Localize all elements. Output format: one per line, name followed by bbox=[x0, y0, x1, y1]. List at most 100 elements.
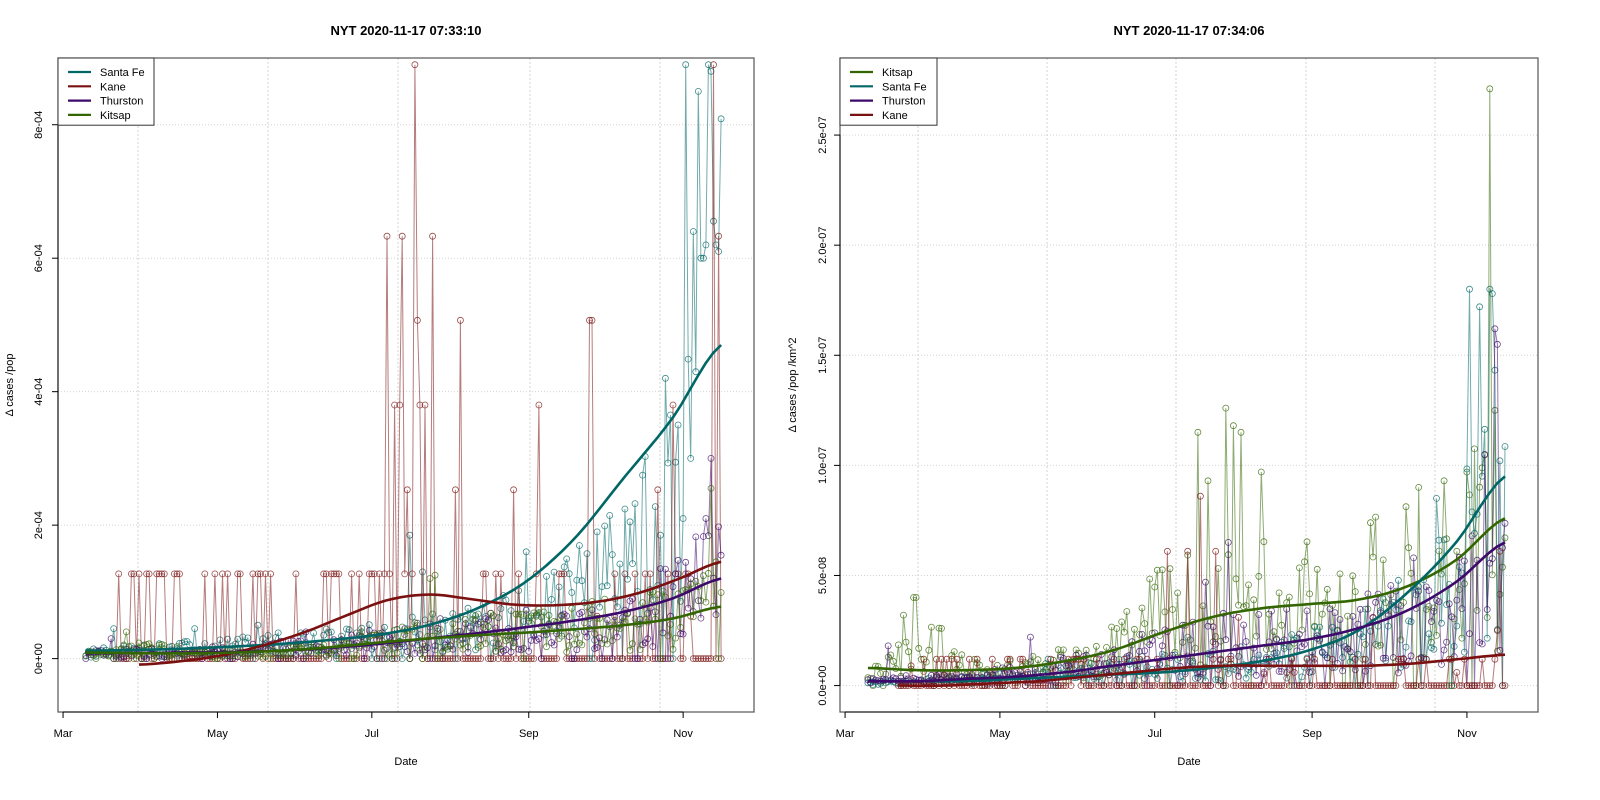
data-point bbox=[1313, 682, 1321, 689]
data-point bbox=[1379, 654, 1387, 662]
data-point bbox=[697, 655, 705, 662]
data-point bbox=[522, 548, 530, 556]
data-point bbox=[619, 614, 626, 622]
data-point bbox=[657, 565, 664, 572]
data-point bbox=[1458, 682, 1466, 689]
data-point bbox=[702, 598, 710, 606]
data-point bbox=[689, 228, 697, 235]
data-point bbox=[497, 645, 505, 653]
data-point bbox=[191, 625, 199, 632]
data-point bbox=[1062, 682, 1070, 689]
data-point bbox=[383, 655, 391, 662]
data-point bbox=[527, 655, 535, 662]
data-point bbox=[1255, 611, 1263, 618]
data-point bbox=[705, 569, 712, 577]
data-point bbox=[1329, 655, 1336, 663]
data-point bbox=[1463, 465, 1471, 473]
data-point bbox=[494, 655, 502, 662]
data-point bbox=[692, 368, 700, 376]
data-point bbox=[664, 632, 672, 640]
data-point bbox=[1222, 636, 1230, 644]
data-point bbox=[1209, 623, 1217, 631]
data-point bbox=[120, 641, 128, 649]
data-point bbox=[1179, 682, 1187, 689]
data-point bbox=[1120, 655, 1128, 663]
data-point bbox=[446, 642, 454, 650]
data-point bbox=[1095, 682, 1103, 689]
data-point bbox=[705, 61, 712, 69]
data-point bbox=[626, 518, 634, 526]
data-point bbox=[679, 515, 687, 522]
data-point bbox=[669, 645, 677, 653]
data-point bbox=[381, 570, 388, 578]
data-point bbox=[522, 606, 530, 614]
data-point bbox=[1263, 682, 1270, 689]
data-point bbox=[1293, 682, 1301, 689]
data-point bbox=[459, 655, 467, 662]
data-point bbox=[1331, 609, 1339, 616]
data-point bbox=[679, 655, 687, 662]
right-x-axis: Mar May Jul Sep Nov bbox=[836, 711, 1477, 740]
data-point bbox=[646, 570, 654, 578]
data-point bbox=[403, 486, 411, 494]
data-point bbox=[1034, 656, 1042, 664]
data-point bbox=[1405, 544, 1412, 552]
data-point bbox=[249, 570, 257, 578]
data-point bbox=[697, 614, 705, 622]
data-point bbox=[598, 583, 606, 590]
y-tick-label: 0e+00 bbox=[33, 643, 45, 674]
data-point bbox=[143, 655, 151, 662]
data-point bbox=[1387, 682, 1395, 689]
data-point bbox=[396, 401, 404, 409]
data-point bbox=[1301, 558, 1308, 566]
data-point bbox=[358, 624, 366, 632]
data-point bbox=[707, 484, 715, 492]
data-point bbox=[383, 232, 391, 240]
data-point bbox=[1377, 682, 1384, 689]
data-point bbox=[1212, 640, 1220, 648]
data-point bbox=[692, 533, 700, 541]
right-chart-panel: NYT 2020-11-17 07:34:06 Mar May Jul Sep Nov … bbox=[787, 23, 1539, 768]
data-point bbox=[1496, 457, 1504, 465]
data-point bbox=[613, 633, 621, 641]
data-point bbox=[626, 597, 634, 605]
data-point bbox=[1044, 682, 1052, 689]
data-point bbox=[1181, 682, 1189, 689]
data-point bbox=[682, 61, 690, 69]
data-point bbox=[1039, 682, 1047, 689]
data-point bbox=[1499, 682, 1506, 689]
data-point bbox=[343, 651, 350, 659]
data-point bbox=[935, 624, 943, 632]
data-point bbox=[292, 570, 300, 578]
data-point bbox=[1242, 638, 1250, 645]
data-point bbox=[877, 670, 884, 677]
data-point bbox=[1296, 682, 1303, 689]
data-point bbox=[905, 648, 912, 656]
data-point bbox=[973, 655, 981, 663]
right-plot-area bbox=[864, 85, 1509, 689]
data-point bbox=[398, 232, 406, 240]
data-point bbox=[287, 655, 295, 662]
data-point bbox=[421, 643, 429, 650]
data-point bbox=[224, 570, 232, 578]
data-point bbox=[591, 655, 598, 662]
data-point bbox=[454, 655, 462, 662]
data-point bbox=[150, 655, 158, 662]
data-point bbox=[1240, 621, 1247, 629]
data-point bbox=[1204, 477, 1212, 485]
data-point bbox=[1148, 682, 1156, 689]
data-point bbox=[1425, 630, 1433, 638]
data-point bbox=[1483, 634, 1491, 642]
data-point bbox=[570, 640, 578, 648]
data-point bbox=[649, 655, 657, 662]
data-point bbox=[583, 633, 591, 641]
data-point bbox=[1468, 682, 1476, 689]
data-point bbox=[1224, 539, 1232, 546]
data-point bbox=[176, 570, 183, 578]
data-point bbox=[130, 570, 138, 578]
data-point bbox=[1359, 633, 1367, 641]
data-point bbox=[697, 597, 705, 605]
data-point bbox=[1115, 682, 1123, 689]
data-point bbox=[1232, 575, 1240, 583]
